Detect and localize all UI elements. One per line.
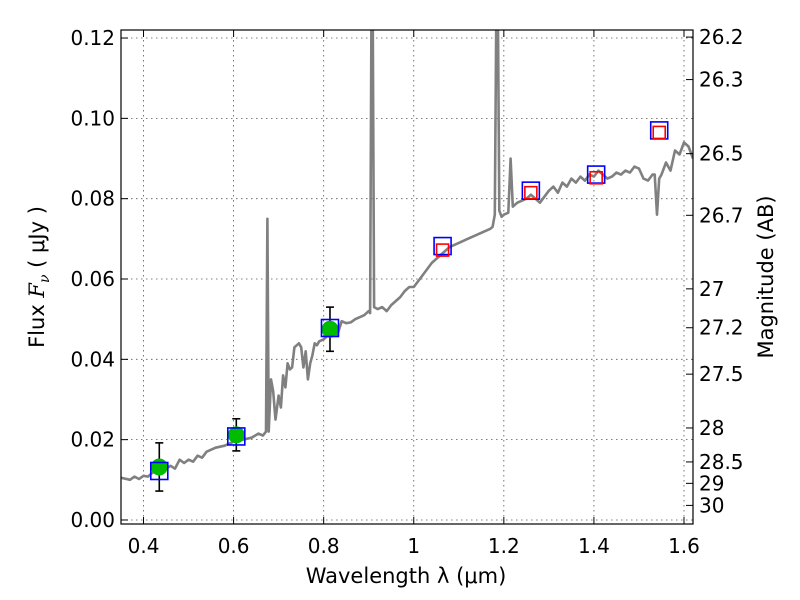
y-axis-label-suffix: ( μJy )	[25, 206, 49, 274]
x-tick-label: 0.6	[218, 534, 250, 558]
photometry-point	[227, 426, 245, 444]
y2-tick-label: 26.2	[699, 25, 744, 49]
plot-frame	[120, 29, 694, 525]
y2-tick-label: 29	[699, 471, 724, 495]
y-tick-label: 0.00	[70, 508, 115, 532]
y-tick-label: 0.10	[70, 106, 115, 130]
photometry-point	[321, 320, 339, 338]
x-tick-label: 1.4	[578, 534, 610, 558]
x-axis-label: Wavelength λ (μm)	[306, 564, 507, 588]
y-tick-label: 0.04	[70, 347, 115, 371]
spectrum-line	[121, 30, 693, 482]
plot-area	[121, 30, 693, 492]
y2-tick-label: 26.3	[699, 68, 744, 92]
model-magnitude-marker	[227, 427, 246, 446]
axes: 0.4 0.6 0.8 1 1.2 1.4 1.6 0.00 0.02 0.04 0.06 0.08 0…	[70, 25, 743, 558]
photometry-point	[150, 458, 168, 476]
y2-tick-label: 27.2	[699, 316, 744, 340]
x-tick-label: 1.2	[488, 534, 520, 558]
y-axis-label: Flux Fν ( μJy )	[25, 206, 53, 348]
y2-tick-label: 27.5	[699, 362, 744, 386]
y2-tick-label: 30	[699, 493, 724, 517]
y2-tick-label: 26.5	[699, 142, 744, 166]
model-magnitude-marker	[320, 318, 340, 338]
y-tick-label: 0.12	[70, 26, 115, 50]
y-axis-label-subscript: ν	[37, 274, 53, 283]
upper-limit-marker	[652, 125, 667, 140]
x-tick-label: 1.6	[668, 534, 700, 558]
model-magnitude-marker	[433, 236, 452, 256]
y2-tick-label: 28.5	[699, 450, 744, 474]
y-axis-label-symbol: F	[25, 282, 49, 299]
y2-tick-label: 27	[699, 277, 724, 301]
grid-lines	[121, 30, 693, 524]
upper-limit-marker	[435, 243, 450, 257]
y-tick-label: 0.06	[70, 267, 115, 291]
y-tick-label: 0.08	[70, 187, 115, 211]
upper-limit-marker	[524, 185, 538, 200]
y-tick-label: 0.02	[70, 428, 115, 452]
x-tick-label: 0.4	[128, 534, 160, 558]
upper-limit-marker	[589, 170, 603, 185]
x-tick-label: 1	[407, 534, 420, 558]
y2-tick-label: 28	[699, 416, 724, 440]
y2-axis-label: Magnitude (AB)	[754, 195, 778, 358]
x-tick-label: 0.8	[308, 534, 340, 558]
model-magnitude-marker	[149, 461, 169, 481]
y2-tick-label: 26.7	[699, 203, 744, 227]
y-axis-label-prefix: Flux	[25, 298, 49, 348]
